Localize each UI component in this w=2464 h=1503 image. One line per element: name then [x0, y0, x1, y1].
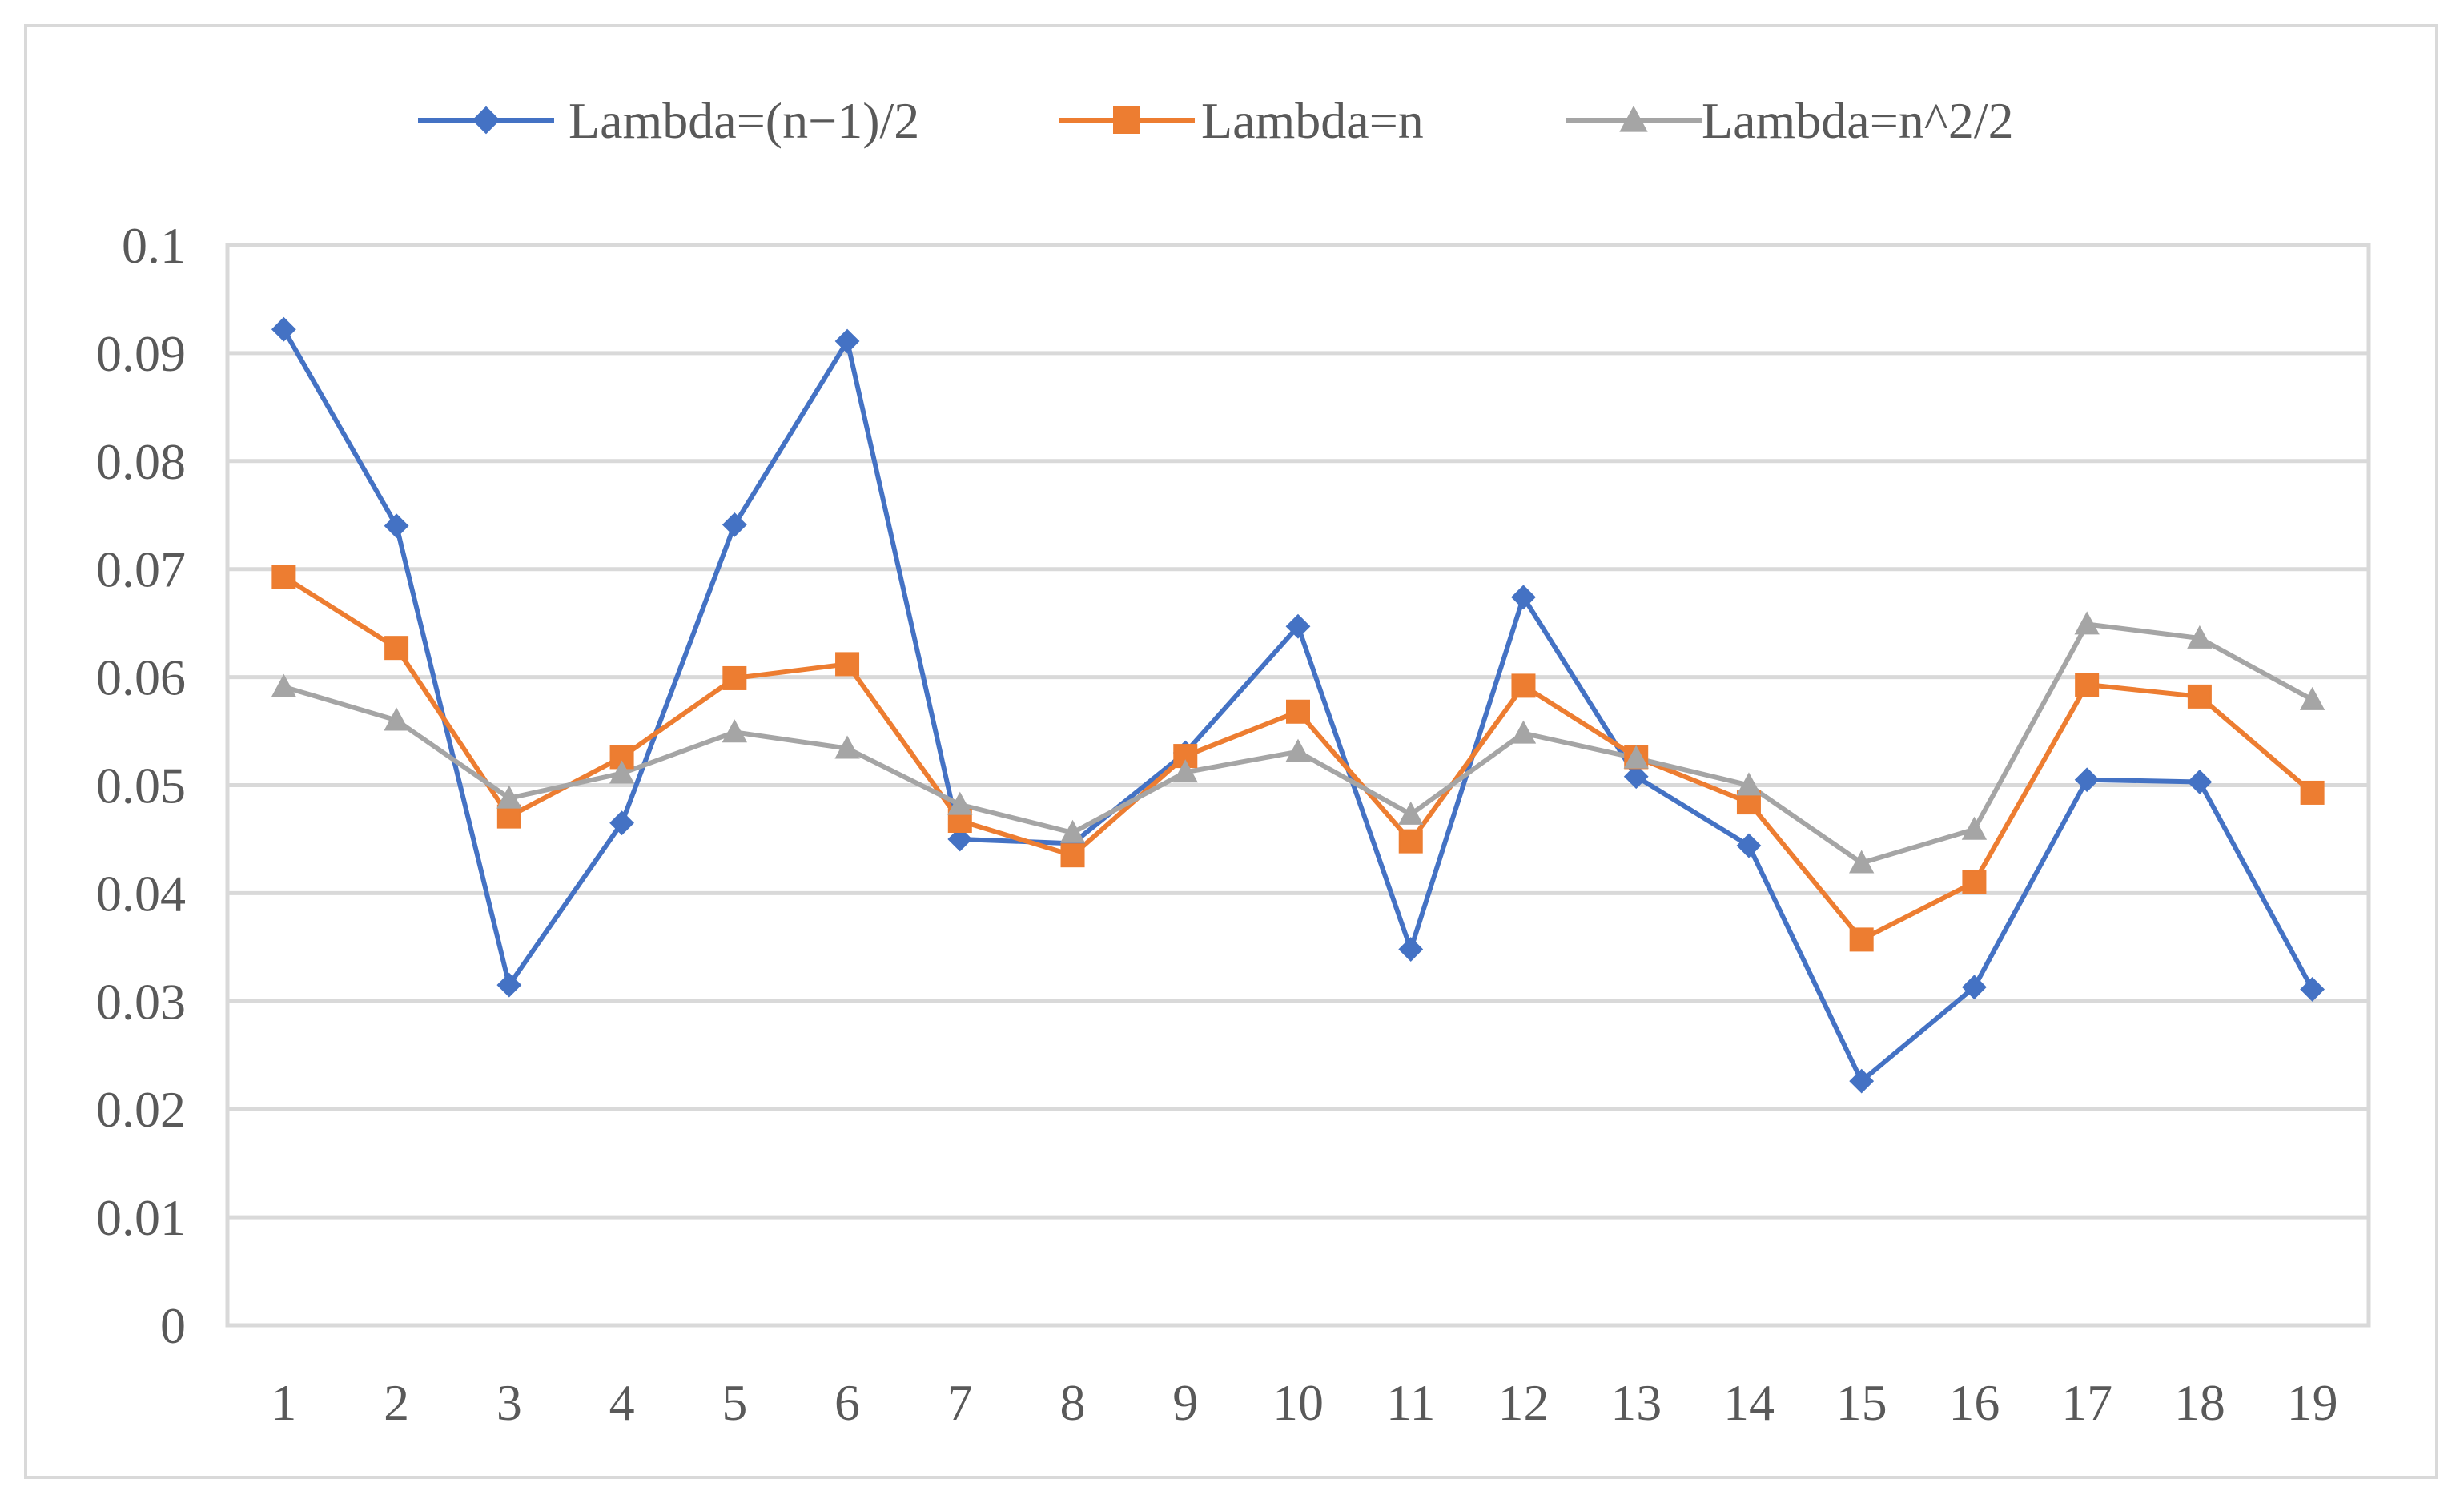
data-point-series-3 [834, 735, 860, 759]
data-point-series-3 [1059, 819, 1086, 843]
data-point-series-1 [947, 826, 973, 852]
data-point-series-2 [384, 636, 409, 661]
data-point-series-3 [1510, 720, 1537, 744]
x-axis-tick-labels: 1 2 3 4 5 6 7 8 9 10 11 12 13 14 15 16 17 18 19 [271, 1374, 2337, 1431]
x-tick-label: 3 [496, 1374, 522, 1431]
data-point-series-3 [2187, 625, 2213, 649]
data-point-series-1 [1736, 833, 1762, 858]
legend-item-2: Lambda=n [1059, 92, 1424, 149]
data-point-series-2 [722, 665, 747, 690]
x-tick-label: 2 [384, 1374, 409, 1431]
legend: Lambda=(n−1)/2 Lambda=n Lambda=n^2/2 [418, 92, 2014, 149]
data-point-series-1 [1511, 585, 1536, 610]
data-point-series-2 [2300, 780, 2325, 805]
data-point-series-1 [1849, 1068, 1875, 1094]
data-point-series-3 [1961, 816, 1988, 840]
x-tick-label: 19 [2287, 1374, 2338, 1431]
data-point-series-2 [1962, 870, 1987, 894]
x-tick-label: 5 [722, 1374, 747, 1431]
data-point-series-3 [722, 719, 747, 743]
data-point-series-3 [609, 760, 635, 784]
data-point-series-3 [384, 707, 409, 731]
legend-marker [1619, 105, 1648, 132]
y-tick-label: 0.03 [96, 973, 186, 1030]
y-tick-label: 0.08 [96, 433, 186, 490]
x-tick-label: 12 [1497, 1374, 1549, 1431]
legend-label: Lambda=n^2/2 [1702, 92, 2014, 149]
data-point-series-1 [496, 972, 522, 998]
data-point-series-2 [835, 652, 860, 677]
legend-label: Lambda=(n−1)/2 [569, 92, 919, 149]
y-tick-label: 0.07 [96, 541, 186, 598]
data-point-series-2 [1060, 843, 1085, 868]
x-tick-label: 18 [2174, 1374, 2225, 1431]
x-tick-label: 7 [947, 1374, 973, 1431]
data-point-series-3 [496, 785, 522, 809]
data-point-series-2 [1511, 673, 1536, 698]
data-point-series-1 [384, 513, 409, 539]
legend-item-3: Lambda=n^2/2 [1566, 92, 2014, 149]
x-tick-label: 11 [1386, 1374, 1436, 1431]
y-tick-label: 0.05 [96, 758, 186, 814]
data-point-series-2 [2075, 673, 2100, 697]
data-point-series-3 [947, 791, 973, 815]
data-point-series-2 [271, 565, 296, 589]
data-point-series-1 [2187, 770, 2213, 794]
data-point-series-1 [834, 328, 860, 354]
x-tick-label: 16 [1948, 1374, 2000, 1431]
data-point-series-2 [1398, 829, 1423, 854]
data-point-series-1 [1962, 975, 1987, 1000]
data-point-series-1 [271, 316, 296, 342]
data-point-series-2 [1849, 927, 1874, 952]
x-tick-label: 8 [1060, 1374, 1086, 1431]
legend-label: Lambda=n [1201, 92, 1424, 149]
y-tick-label: 0.06 [96, 649, 186, 706]
data-point-series-1 [2074, 767, 2100, 793]
data-point-series-1 [722, 512, 747, 537]
x-tick-label: 15 [1836, 1374, 1887, 1431]
data-point-series-3 [1172, 759, 1198, 783]
chart-area [24, 24, 2438, 1479]
x-tick-label: 14 [1723, 1374, 1775, 1431]
data-point-series-3 [1736, 772, 1762, 796]
y-tick-label: 0.01 [96, 1189, 186, 1246]
legend-marker [1113, 106, 1140, 134]
data-point-series-3 [2299, 686, 2325, 710]
x-tick-label: 9 [1172, 1374, 1198, 1431]
x-tick-label: 13 [1610, 1374, 1662, 1431]
data-point-series-3 [1849, 850, 1875, 874]
x-tick-label: 6 [834, 1374, 860, 1431]
x-tick-label: 17 [2061, 1374, 2112, 1431]
data-point-series-2 [1286, 699, 1310, 724]
plot-area [225, 243, 2371, 1328]
x-tick-label: 4 [609, 1374, 635, 1431]
data-point-series-3 [1285, 738, 1311, 762]
plot-area-border [225, 243, 2371, 1328]
data-point-series-3 [2074, 611, 2100, 635]
data-point-series-1 [1398, 937, 1424, 962]
gridlines [227, 243, 2369, 1328]
data-point-series-2 [2187, 684, 2212, 709]
data-point-series-1 [1285, 613, 1311, 639]
data-point-series-3 [1398, 801, 1424, 825]
legend-marker [472, 106, 500, 135]
legend-item-1: Lambda=(n−1)/2 [418, 92, 919, 149]
data-point-series-1 [2300, 977, 2325, 1002]
y-tick-label: 0.1 [122, 217, 186, 274]
data-point-series-1 [609, 810, 634, 836]
y-tick-label: 0.04 [96, 865, 186, 922]
data-point-series-1 [1623, 764, 1649, 790]
y-tick-label: 0 [160, 1297, 186, 1354]
y-tick-label: 0.02 [96, 1081, 186, 1138]
data-point-series-3 [271, 673, 297, 697]
x-tick-label: 1 [271, 1374, 296, 1431]
data-point-series-3 [1623, 745, 1649, 769]
data-point-series-2 [496, 804, 521, 829]
x-tick-label: 10 [1272, 1374, 1324, 1431]
series-markers [271, 316, 2325, 1094]
y-axis-tick-labels: 0 0.01 0.02 0.03 0.04 0.05 0.06 0.07 0.08 0.09 0.1 [96, 217, 186, 1354]
y-tick-label: 0.09 [96, 325, 186, 382]
